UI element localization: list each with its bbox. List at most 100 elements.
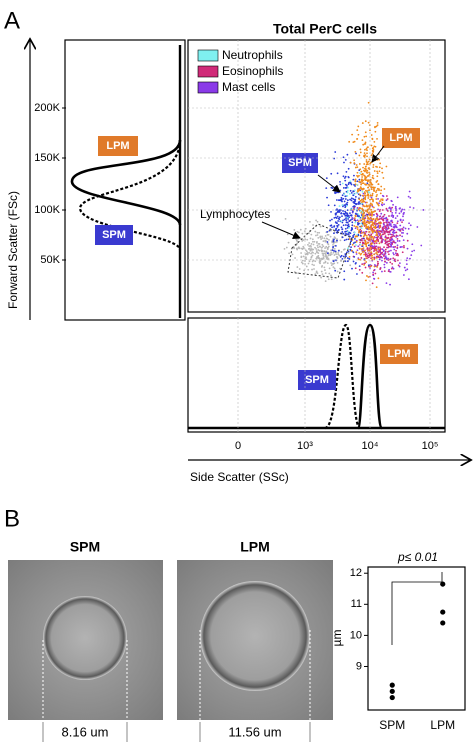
event-dot [408,190,411,193]
event-dot [399,234,401,237]
event-dot [390,245,393,248]
event-dot [373,245,376,248]
event-dot [317,246,319,249]
event-dot [407,278,410,281]
event-dot [392,203,394,206]
event-dot [394,258,396,261]
event-dot [390,249,392,252]
event-dot [380,230,383,233]
event-dot [349,219,352,222]
event-dot [368,214,371,216]
event-dot [353,162,356,164]
event-dot [381,248,384,251]
event-dot [358,265,361,268]
event-dot [402,212,405,215]
event-dot [363,155,365,158]
event-dot [351,224,354,227]
event-dot [407,195,410,198]
legend-label: Mast cells [222,80,275,94]
event-dot [357,245,360,248]
event-dot [364,227,367,229]
event-dot [358,239,361,241]
event-dot [374,223,377,226]
spm-tag-bg [95,225,133,245]
event-dot [296,248,299,251]
event-dot [374,227,377,230]
event-dot [330,249,332,252]
event-dot [351,218,353,221]
event-dot [376,251,379,253]
event-dot [385,199,388,202]
event-dot [308,245,311,248]
event-dot [363,205,366,208]
event-dot [315,270,318,273]
event-dot [379,162,382,165]
event-dot [353,189,356,192]
event-dot [361,231,363,234]
event-dot [326,256,329,259]
event-dot [353,200,356,203]
lymphocyte-gate [287,223,353,279]
event-dot [331,249,334,252]
lpm-tag-bg [98,136,138,156]
event-dot [377,240,380,243]
event-dot [406,247,409,250]
event-dot [347,167,350,170]
event-dot [346,214,348,217]
event-dot [312,224,314,226]
event-dot [326,262,329,265]
event-dot [353,174,355,177]
event-dot [365,261,368,263]
event-dot [337,220,340,222]
event-dot [357,203,360,205]
event-dot [326,241,329,243]
event-dot [368,252,371,255]
event-dot [371,245,374,247]
event-dot [401,246,403,248]
event-dot [372,163,375,166]
event-dot [367,233,370,236]
event-dot [382,218,385,221]
event-dot [372,218,375,220]
event-dot [383,223,385,226]
event-dot [342,187,345,189]
event-dot [359,243,362,246]
event-dot [313,264,315,267]
event-dot [335,229,337,232]
event-dot [374,240,377,243]
event-dot [321,273,324,276]
event-dot [371,256,374,259]
event-dot [366,149,368,152]
event-dot [364,176,367,179]
event-dot [391,266,394,269]
event-dot [354,237,356,240]
event-dot [311,238,314,241]
event-dot [362,215,365,218]
event-dot [385,224,388,227]
event-dot [356,183,359,186]
event-dot [384,231,387,233]
event-dot [348,181,351,184]
event-dot [389,261,392,264]
legend-label: Eosinophils [222,64,283,78]
event-dot [338,254,341,257]
event-dot [366,248,369,251]
event-dot [364,243,367,245]
event-dot [377,204,380,207]
y-tick-label: 50K [40,254,60,266]
event-dot [361,122,364,124]
y-tick-label: 150K [34,152,60,164]
event-dot [396,240,399,242]
y-tick-label: 9 [356,660,362,672]
event-dot [353,183,355,186]
event-dot [373,246,376,249]
event-dot [333,238,335,241]
event-dot [347,183,350,186]
event-dot [355,191,358,194]
image-title: SPM [70,539,100,555]
event-dot [320,270,323,273]
event-dot [374,248,377,251]
event-dot [346,189,349,192]
event-dot [353,205,356,207]
